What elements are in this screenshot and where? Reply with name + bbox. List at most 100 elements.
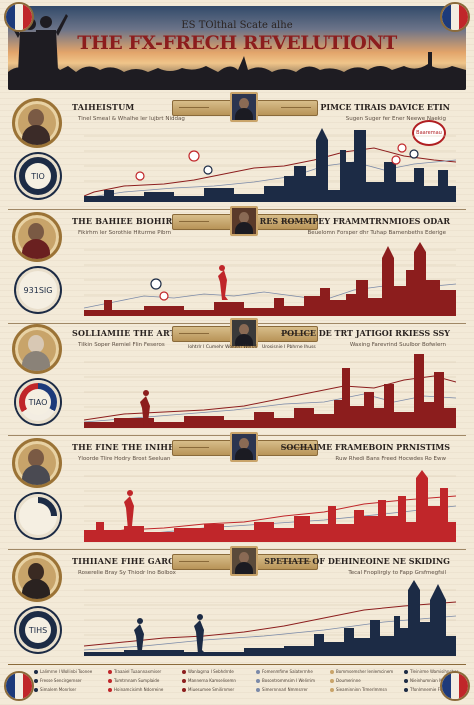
legend-item: Tumtrnnam Sumplaide [108, 678, 159, 683]
ribbon-portrait [230, 92, 258, 122]
row-left-title: TAIHEISTUM [72, 102, 135, 112]
legend-label: Miuesumee Smilirnmer [188, 687, 235, 692]
row-left-subtitle: Tilkin Soper Remiel Flin Feseros [78, 342, 165, 348]
legend-dot-icon [404, 670, 408, 674]
row-left-subtitle: Tinel Smeal & Whalhe ler lujbrt Niddag [78, 116, 185, 122]
ribbon-portrait [230, 206, 258, 236]
legend-item: Nieinhumnian Mmonrotsber [404, 678, 466, 683]
medallion-portrait [12, 212, 62, 262]
legend-label: Fomenmfime Salaterrnhe [262, 669, 313, 674]
row-left-title: TIHIIANE FIHE GAROSSSO [72, 556, 201, 566]
skyline-chart [84, 128, 456, 202]
legend-label: Nieinhumnian Mmonrotsber [410, 678, 466, 683]
stat-circle [16, 494, 60, 538]
row-right-title: SOCHAIME FRAMEBOIN PRNISTIMS [280, 442, 450, 452]
row-right-title: POLICE DE TRT JATIGOI RKIESS SSY [281, 328, 450, 338]
legend-label: Tumtrnnam Sumplaide [114, 678, 160, 683]
header-pretitle: ES TOlthal Scate alhe [181, 20, 293, 31]
timeline-row-5: TIHS TIHIIANE FIHE GAROSSSO Roserelie Br… [8, 546, 466, 662]
legend-item: Traaaiel Tuaannaxmiser [108, 669, 161, 674]
medallion-portrait [12, 324, 62, 374]
row-right-title: PIMCE TIRAIS DAVICE ETIN [320, 102, 450, 112]
legend-dot-icon [404, 688, 408, 692]
legend-item: Bosontrommsim I Welirrim [256, 678, 315, 683]
stat-circle: 931SIG [16, 268, 60, 312]
medallion-portrait [12, 552, 62, 602]
header-title: THE FX-FRECH REVELUTIONT [77, 32, 397, 54]
legend-item: Bommsemsher lenlemcinem [330, 669, 393, 674]
legend-label: Bommsemsher lenlemcinem [336, 669, 394, 674]
legend-dot-icon [34, 679, 38, 683]
legend-item: Tleinirme Wamisihnsher [404, 669, 458, 674]
legend-item: Wanlagrna I Sebhdrrde [182, 669, 234, 674]
legend-dot-icon [256, 679, 260, 683]
row-left-title: THE BAHIEE BIOHIRSSSA [72, 216, 197, 226]
flag-badge-bottom-left [4, 671, 34, 701]
stat-value: TIHS [25, 617, 51, 643]
legend-item: Fomenmfime Salaterrnhe [256, 669, 313, 674]
ribbon-portrait [230, 432, 258, 462]
legend-label: Mannerna Kamselisemn [188, 678, 236, 683]
row-right-subtitle: Beuelomn Forsper dhr Tuhap Bamenbeths Ed… [307, 230, 446, 236]
legend-dot-icon [404, 679, 408, 683]
row-right-title: SPETIATE OF DEHINEOINE NE SKIDING [264, 556, 450, 566]
legend-label: Doumerinne [336, 678, 361, 683]
legend-item: Tfonlmnemie Fmowien [404, 687, 456, 692]
legend-label: Fresse Sencirgernser [40, 678, 82, 683]
legend-dot-icon [34, 670, 38, 674]
skyline-chart [84, 470, 456, 542]
legend-dot-icon [108, 688, 112, 692]
skyline-chart [84, 354, 456, 428]
legend-item: Simalem Monrlser [34, 687, 76, 692]
legend-label: Traaaiel Tuaannaxmiser [114, 669, 162, 674]
legend-item: Hoinamcisimh Ndorreine [108, 687, 163, 692]
row-right-subtitle: Ruw Rhedi Bans Freed Hocwdes Ro Eww [335, 456, 446, 462]
skyline-chart [84, 242, 456, 316]
row-right-subtitle: Sugen Suger fer Ener Neewe Naekig [345, 116, 446, 122]
legend-dot-icon [108, 679, 112, 683]
stat-circle: TIHS [16, 608, 60, 652]
skyline-chart [84, 580, 456, 656]
ribbon-portrait [230, 546, 258, 576]
flag-badge-top-right [440, 2, 470, 32]
portrait-caption-left: Iohtrlr I Cumehr Woiden Weroli [188, 345, 258, 350]
legend-label: Simalem Monrlser [40, 687, 77, 692]
legend-label: Sieaminninn Trmerlmmsn [336, 687, 388, 692]
legend-label: Hoinamcisimh Ndorreine [114, 687, 164, 692]
legend-item: Miuesumee Smilirnmer [182, 687, 234, 692]
legend-dot-icon [108, 670, 112, 674]
row-left-subtitle: Fikirhm ler Sorothie Hiturme Pibrn [78, 230, 172, 236]
legend-item: Doumerinne [330, 678, 361, 683]
legend-dot-icon [182, 679, 186, 683]
ribbon-portrait [230, 318, 258, 348]
row-left-title: SOLLIAMIIE THE ART TRAIUES [72, 328, 222, 338]
stat-value: TIAO [25, 389, 51, 415]
stat-circle: TIAO [16, 380, 60, 424]
flag-badge-top-left [4, 2, 34, 32]
flag-badge-bottom-right [440, 671, 470, 701]
legend-item: Simernnnarl Nmmsrrer [256, 687, 308, 692]
legend-label: Simernnnarl Nmmsrrer [262, 687, 308, 692]
row-left-subtitle: Yloorde Tlire Hodry Brost Seeluan [78, 456, 171, 462]
stat-value: TIO [25, 163, 51, 189]
legend-dot-icon [256, 688, 260, 692]
legend-dot-icon [256, 670, 260, 674]
legend-label: Tfonlmnemie Fmowien [410, 687, 456, 692]
legend-dot-icon [330, 679, 334, 683]
legend-item: Fresse Sencirgernser [34, 678, 82, 683]
legend-dot-icon [330, 670, 334, 674]
legend-label: Wanlagrna I Sebhdrrde [188, 669, 234, 674]
medallion-portrait [12, 438, 62, 488]
legend-dot-icon [182, 688, 186, 692]
legend-label: Lalimrne I Wollinbi Toonee [40, 669, 93, 674]
header-banner: ES TOlthal Scate alhe THE FX-FRECH REVEL… [8, 6, 466, 90]
timeline-row-4: THE FINE THE INIHENSTAR Yloorde Tlire Ho… [8, 432, 466, 550]
legend-dot-icon [182, 670, 186, 674]
red-seal-badge: Baaremau [412, 120, 446, 146]
row-right-title: RES ROMMPEY FRAMMTRNMIOES ODAR [259, 216, 450, 226]
timeline-row-3: TIAO SOLLIAMIIE THE ART TRAIUES Tilkin S… [8, 318, 466, 436]
portrait-caption-right: Urosisnie I Pbhrne Ihuss [262, 345, 316, 350]
legend-item: Lalimrne I Wollinbi Toonee [34, 669, 92, 674]
medallion-portrait [12, 98, 62, 148]
